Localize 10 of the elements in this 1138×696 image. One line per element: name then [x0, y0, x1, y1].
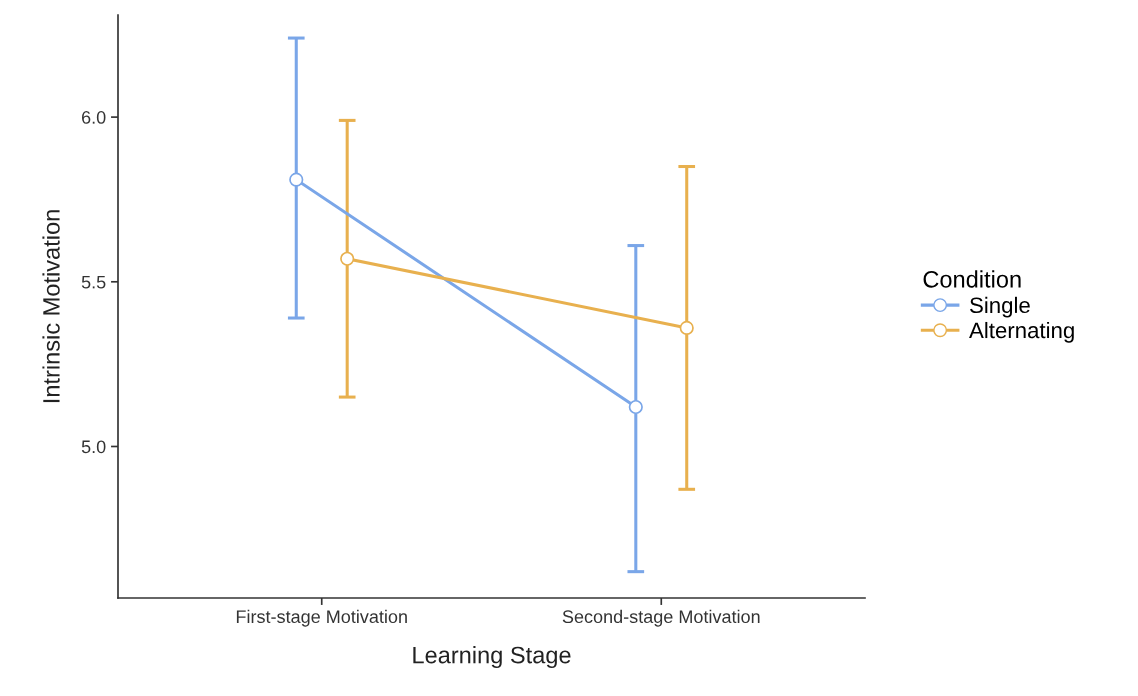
x-axis-title: Learning Stage	[413, 646, 571, 669]
x-tick-label: First-stage Motivation	[236, 609, 407, 627]
y-tick-label: 5.5	[81, 275, 106, 289]
legend-label: Alternating	[969, 321, 1074, 343]
x-tick-label: Second-stage Motivation	[562, 609, 760, 627]
legend-title: Condition	[923, 270, 1021, 288]
y-axis-title: Intrinsic Motivation	[42, 210, 60, 403]
legend-label: Single	[970, 296, 1030, 318]
y-tick-label: 5.0	[81, 440, 106, 454]
y-tick-label: 6.0	[82, 111, 106, 124]
